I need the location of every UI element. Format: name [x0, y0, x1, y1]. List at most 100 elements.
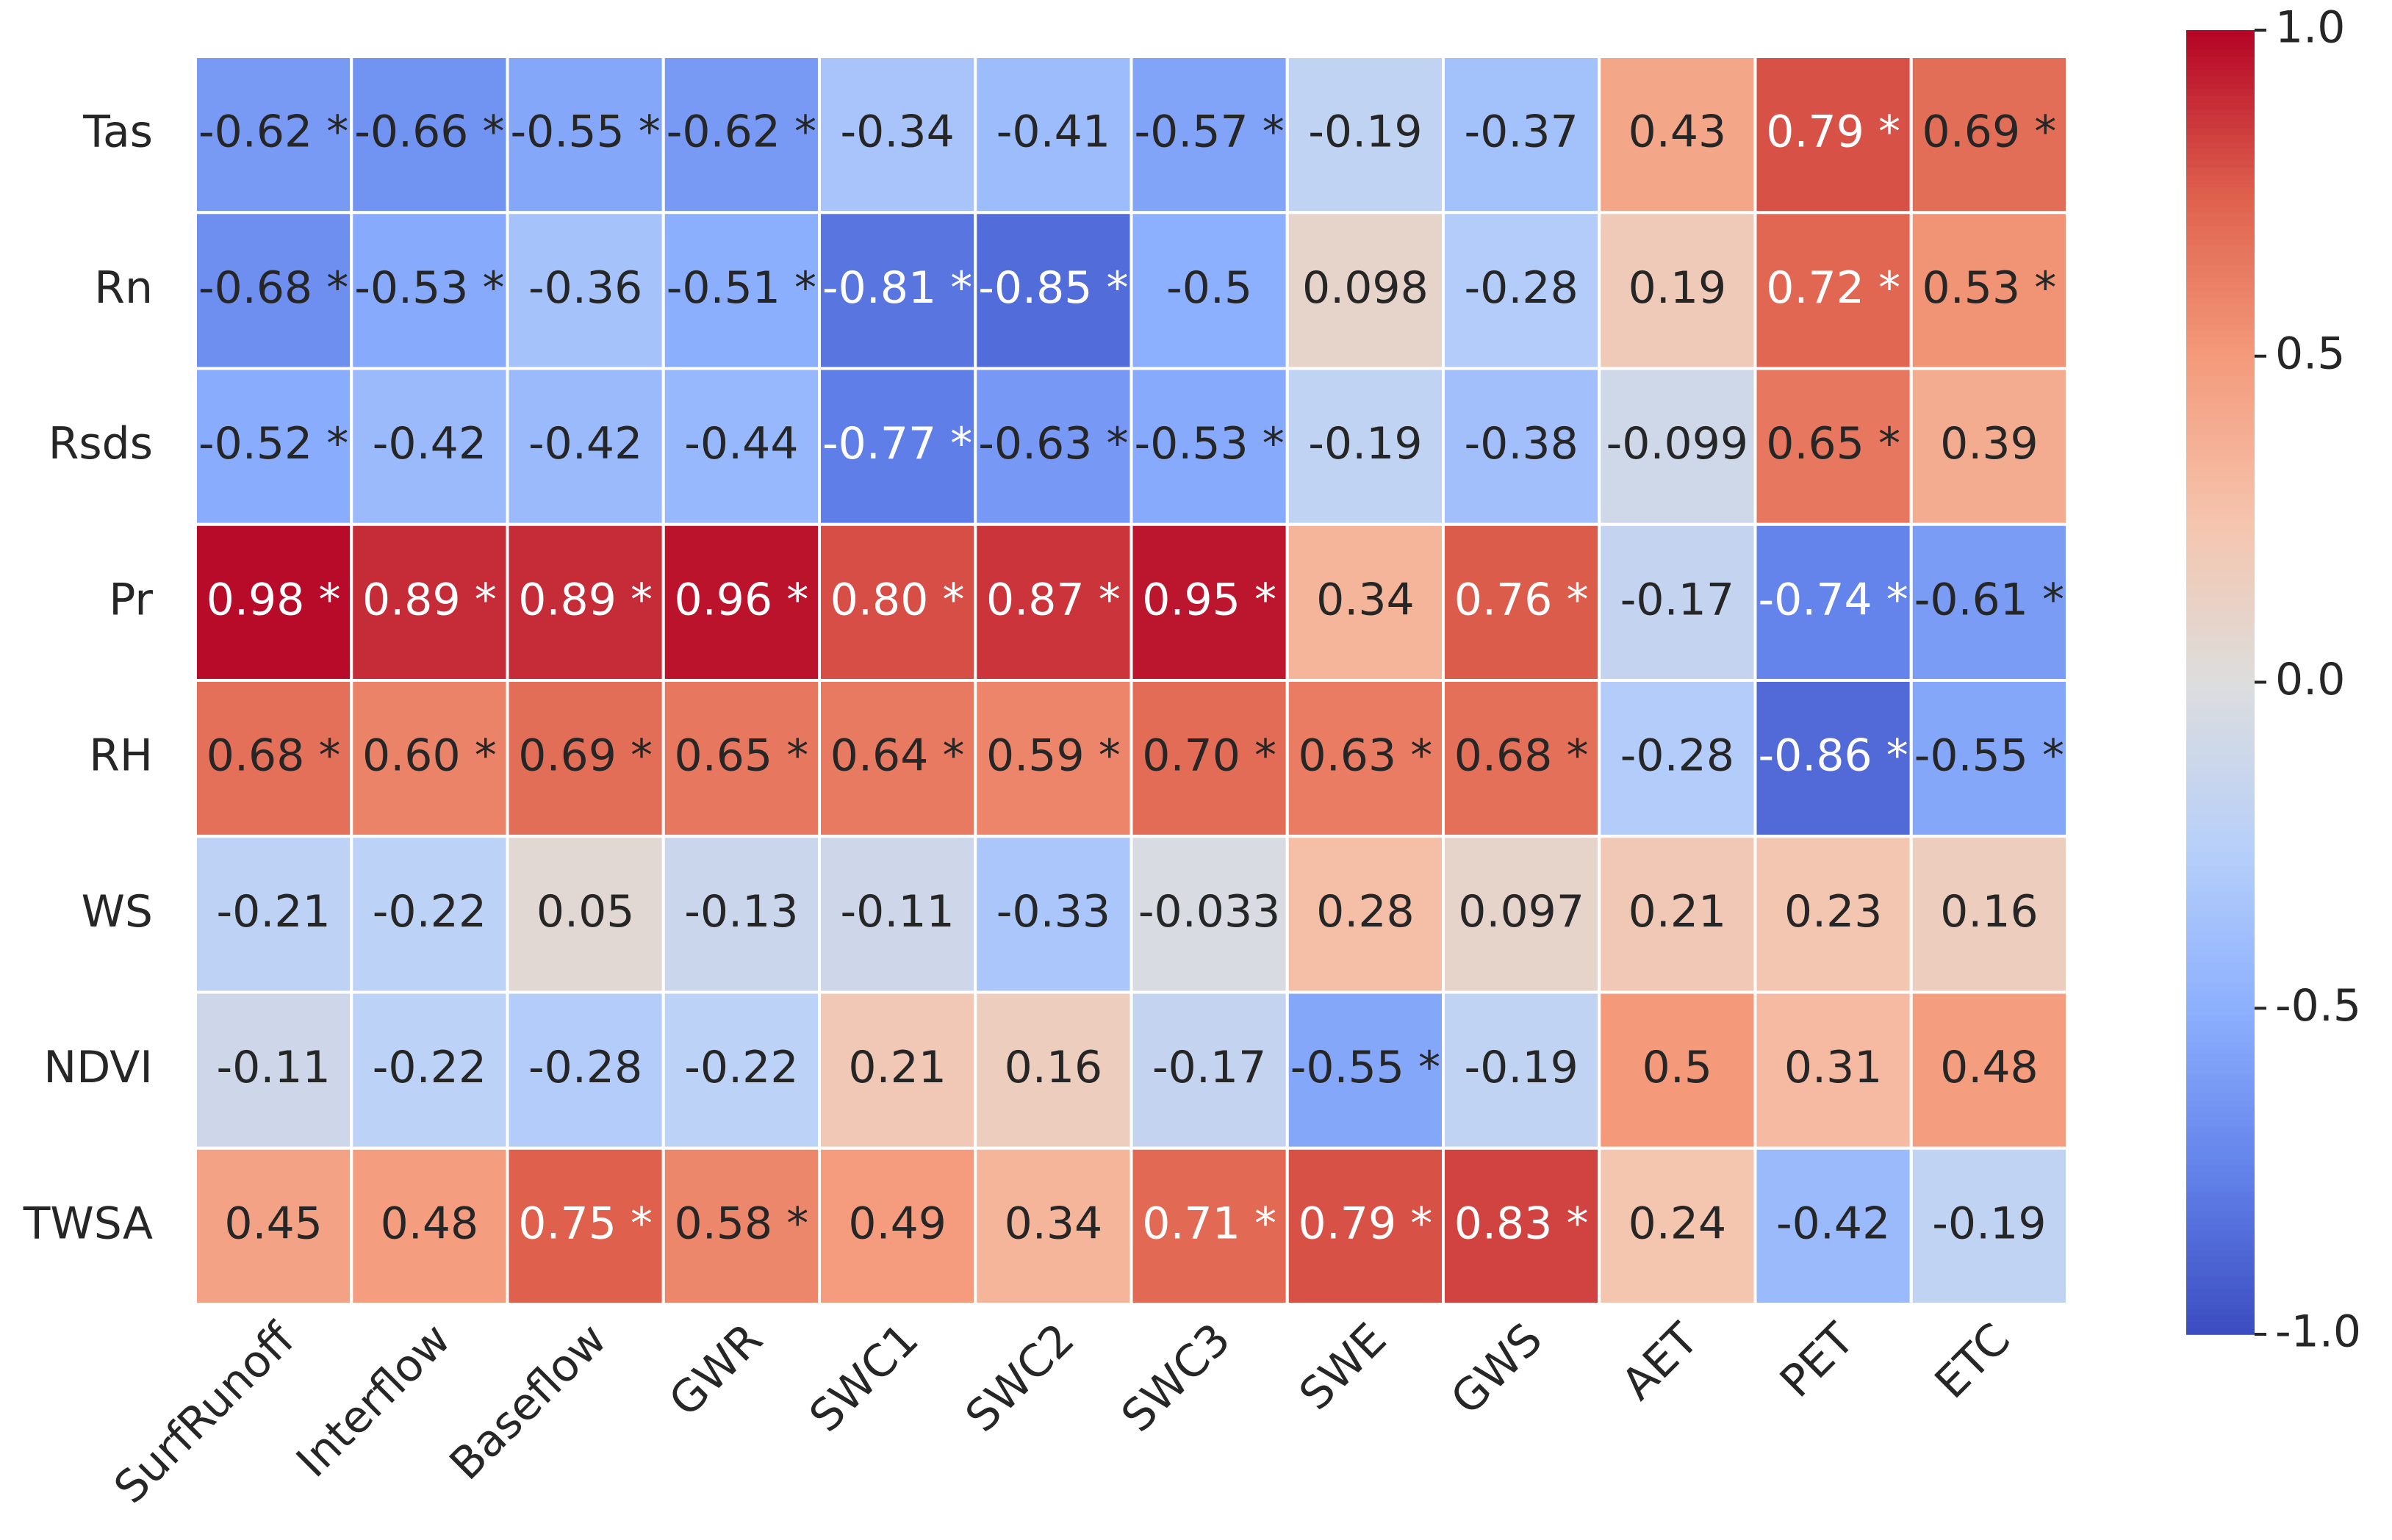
colorbar-segment [2186, 610, 2255, 618]
cell [1598, 990, 1757, 1150]
colorbar-segment [2186, 1203, 2255, 1212]
colorbar-segment [2186, 1321, 2255, 1328]
cell-label: 0.65 * [675, 730, 809, 782]
cell [1129, 211, 1289, 370]
colorbar-segment [2186, 1178, 2255, 1185]
cell-label: 0.34 [1005, 1198, 1103, 1249]
colorbar-segment [2186, 212, 2255, 220]
cell [194, 1146, 353, 1306]
colorbar-segment [2186, 1099, 2255, 1107]
cell [1442, 211, 1601, 370]
colorbar-segment [2186, 988, 2255, 996]
colorbar-segment [2186, 923, 2255, 931]
cell-label: -0.38 [1465, 418, 1578, 469]
colorbar-segment [2186, 265, 2255, 273]
column-label: PET [1770, 1314, 1864, 1408]
cell [1909, 522, 2069, 682]
cell-label: -0.53 * [1134, 418, 1284, 469]
cell-label: 0.098 [1302, 262, 1429, 314]
colorbar-segment [2186, 232, 2255, 240]
cell [194, 367, 353, 526]
colorbar-segment [2186, 564, 2255, 572]
colorbar-segment [2186, 721, 2255, 729]
colorbar-segment [2186, 890, 2255, 899]
cell [974, 522, 1133, 682]
colorbar-segment [2186, 1171, 2255, 1179]
cell-label: 0.98 * [206, 574, 341, 625]
cell-label: -0.22 [373, 886, 486, 938]
cell [350, 990, 509, 1150]
cell-label: -0.33 [996, 886, 1110, 938]
cell [194, 835, 353, 994]
colorbar-segment [2186, 1223, 2255, 1231]
column-label: GWS [1441, 1314, 1552, 1425]
colorbar-segment [2186, 813, 2255, 820]
colorbar-segment [2186, 206, 2255, 214]
colorbar-segment [2186, 192, 2255, 201]
colorbar-segment [2186, 1151, 2255, 1159]
colorbar-segment [2186, 578, 2255, 586]
colorbar-segment [2186, 675, 2255, 683]
row-label: NDVI [43, 1042, 153, 1093]
colorbar-segment [2186, 356, 2255, 364]
colorbar-segment [2186, 734, 2255, 742]
row-label: Rsds [49, 418, 153, 469]
colorbar-segment [2186, 62, 2255, 71]
colorbar-segment [2186, 650, 2255, 657]
cell-label: -0.77 * [822, 418, 972, 469]
cell [974, 211, 1133, 370]
colorbar-segment [2186, 1054, 2255, 1062]
cell-label: 0.58 * [675, 1198, 809, 1249]
column-label: SurfRunoff [104, 1313, 305, 1514]
cell-label: 0.89 * [518, 574, 653, 625]
colorbar-segment [2186, 975, 2255, 983]
colorbar-segment [2186, 434, 2255, 442]
colorbar-segment [2186, 251, 2255, 259]
colorbar-segment [2186, 773, 2255, 781]
colorbar-segment [2186, 245, 2255, 253]
colorbar-segment [2186, 441, 2255, 448]
colorbar-segment [2186, 460, 2255, 468]
colorbar-segment [2186, 1015, 2255, 1022]
colorbar-segment [2186, 545, 2255, 553]
colorbar-segment [2186, 303, 2255, 312]
colorbar-segment [2186, 1060, 2255, 1068]
cell [1909, 835, 2069, 994]
cell-label: -0.51 * [667, 262, 816, 314]
colorbar-segment [2186, 1073, 2255, 1081]
cell-label: 0.95 * [1142, 574, 1276, 625]
colorbar-segment [2186, 818, 2255, 827]
colorbar-segment [2186, 754, 2255, 761]
cell-label: -0.42 [528, 418, 642, 469]
cell [1753, 1146, 1913, 1306]
cell [194, 522, 353, 682]
cell-label: 0.69 * [1922, 107, 2057, 158]
cell-label: 0.79 * [1299, 1198, 1433, 1249]
colorbar-segment [2186, 1242, 2255, 1251]
colorbar-segment [2186, 1021, 2255, 1029]
colorbar-segment [2186, 291, 2255, 298]
colorbar-segment [2186, 1126, 2255, 1133]
cell-label: -0.57 * [1134, 107, 1284, 158]
cell-label: -0.42 [373, 418, 486, 469]
cell-label: 0.16 [1940, 886, 2039, 938]
cell [350, 679, 509, 838]
cell [1442, 990, 1601, 1150]
cell-label: 0.24 [1628, 1198, 1727, 1249]
cell [1129, 522, 1289, 682]
colorbar-segment [2186, 584, 2255, 592]
cell-label: 0.72 * [1766, 262, 1900, 314]
cell [1442, 522, 1601, 682]
cell [350, 55, 509, 215]
colorbar-segment [2186, 414, 2255, 422]
colorbar-segment [2186, 473, 2255, 481]
cell [818, 1146, 977, 1306]
cell-label: -0.44 [684, 418, 798, 469]
cell-label: 0.48 [1940, 1042, 2039, 1093]
cell [1442, 1146, 1601, 1306]
colorbar-segment [2186, 1301, 2255, 1309]
cell-label: -0.17 [1620, 574, 1734, 625]
column-label: ETC [1925, 1314, 2020, 1408]
colorbar-segment [2186, 467, 2255, 475]
cell [661, 990, 821, 1150]
